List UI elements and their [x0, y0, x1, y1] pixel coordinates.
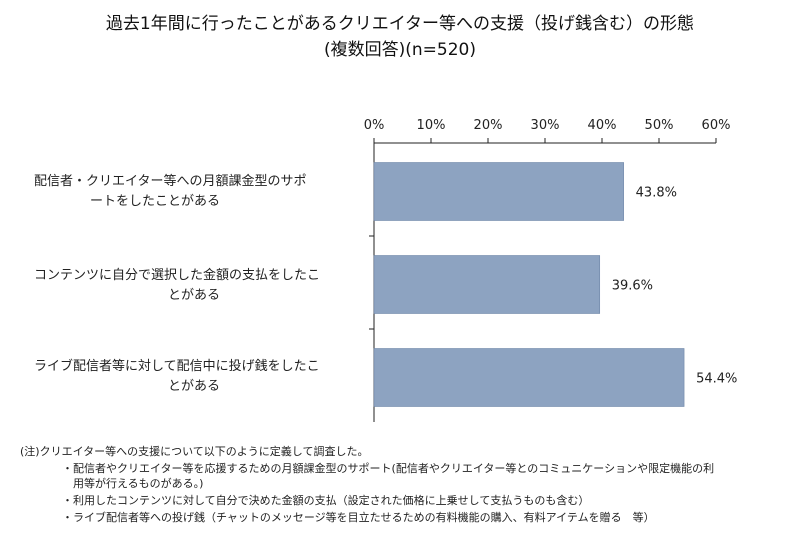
bar-value-label: 54.4% [696, 372, 737, 387]
bar [373, 255, 601, 314]
note-item-1-cont: 用等が行えるものがある。) [62, 477, 204, 490]
x-tick-label: 30% [531, 118, 560, 133]
x-tick-label: 60% [702, 118, 731, 133]
bar [373, 348, 685, 407]
bar-value-label: 39.6% [612, 279, 653, 294]
chart-subtitle: (複数回答)(n=520) [324, 40, 476, 60]
note-item-3: ・ライブ配信者等への投げ銭（チャットのメッセージ等を目立たせるための有料機能の購… [62, 511, 655, 524]
bar [373, 162, 624, 221]
note-item-2: ・利用したコンテンツに対して自分で決めた金額の支払（設定された価格に上乗せして支… [62, 494, 590, 507]
x-tick-label: 20% [474, 118, 503, 133]
category-label-1: 配信者・クリエイター等への月額課金型のサポ ートをしたことがある [34, 174, 307, 209]
x-tick-label: 40% [588, 118, 617, 133]
chart-title: 過去1年間に行ったことがあるクリエイター等への支援（投げ銭含む）の形態 [105, 14, 695, 34]
x-tick-label: 50% [645, 118, 674, 133]
note-item-1: ・配信者やクリエイター等を応援するための月額課金型のサポート(配信者やクリエイタ… [62, 462, 715, 475]
x-tick-label: 10% [417, 118, 446, 133]
note-heading: (注)クリエイター等への支援について以下のように定義して調査した。 [20, 445, 369, 458]
category-label-3: ライブ配信者等に対して配信中に投げ銭をしたこ とがある [34, 359, 320, 394]
x-tick-label: 0% [364, 118, 385, 133]
category-label-2: コンテンツに自分で選択した金額の支払をしたこ とがある [34, 268, 321, 303]
bar-value-label: 43.8% [636, 186, 677, 201]
